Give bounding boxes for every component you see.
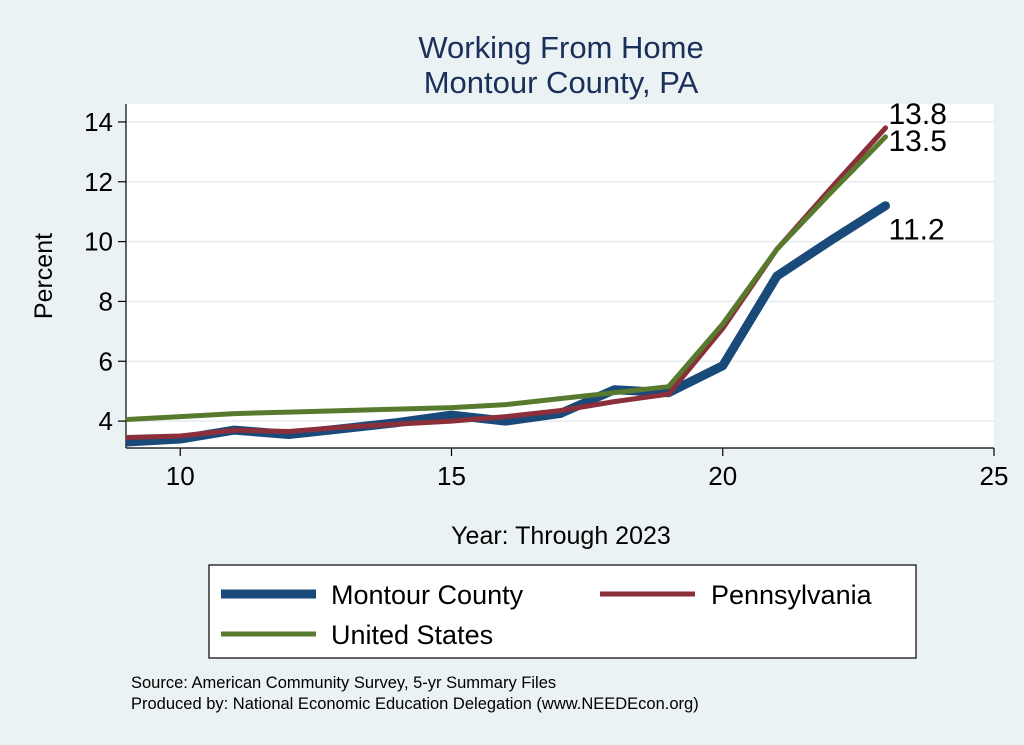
end-point-montour-county [881, 201, 890, 211]
legend-label-united-states: United States [331, 620, 493, 650]
source-note: Source: American Community Survey, 5-yr … [131, 674, 556, 692]
legend-box [208, 564, 917, 659]
end-labels: 11.2 13.813.5 [889, 98, 947, 247]
series-group [125, 125, 890, 447]
y-axis-label: Percent [30, 233, 58, 319]
y-axis-ticks: 4 6 8 10 12 14 [84, 107, 126, 436]
end-label-pennsylvania: 13.8 [889, 98, 947, 131]
y-tick-label: 8 [99, 286, 113, 316]
chart-title-line-2: Montour County, PA [424, 65, 699, 100]
series-line-united-states [125, 135, 888, 423]
x-axis-ticks: 10 15 20 25 [166, 448, 1009, 491]
end-label-united-states: 13.5 [889, 125, 947, 158]
produced-by-note: Produced by: National Economic Education… [131, 695, 699, 713]
y-tick-label: 6 [99, 346, 113, 376]
x-tick-label: 25 [980, 461, 1009, 491]
end-label-montour-county: 11.2 [889, 214, 945, 247]
legend-label-pennsylvania: Pennsylvania [711, 580, 873, 610]
chart-title-line-1: Working From Home [418, 30, 703, 65]
gridlines [126, 121, 994, 422]
y-tick-label: 12 [84, 167, 113, 197]
plot-area [126, 104, 994, 448]
end-point-pennsylvania [883, 125, 888, 131]
end-point-united-states [883, 134, 888, 140]
x-axis-label: Year: Through 2023 [451, 522, 671, 550]
x-tick-label: 10 [166, 461, 195, 491]
y-tick-label: 4 [99, 406, 113, 436]
x-tick-label: 20 [708, 461, 737, 491]
y-tick-label: 14 [84, 107, 113, 137]
y-tick-label: 10 [84, 227, 113, 257]
x-tick-label: 15 [437, 461, 466, 491]
legend-label-montour-county: Montour County [331, 580, 524, 610]
legend: Montour County Pennsylvania United State… [208, 564, 917, 659]
